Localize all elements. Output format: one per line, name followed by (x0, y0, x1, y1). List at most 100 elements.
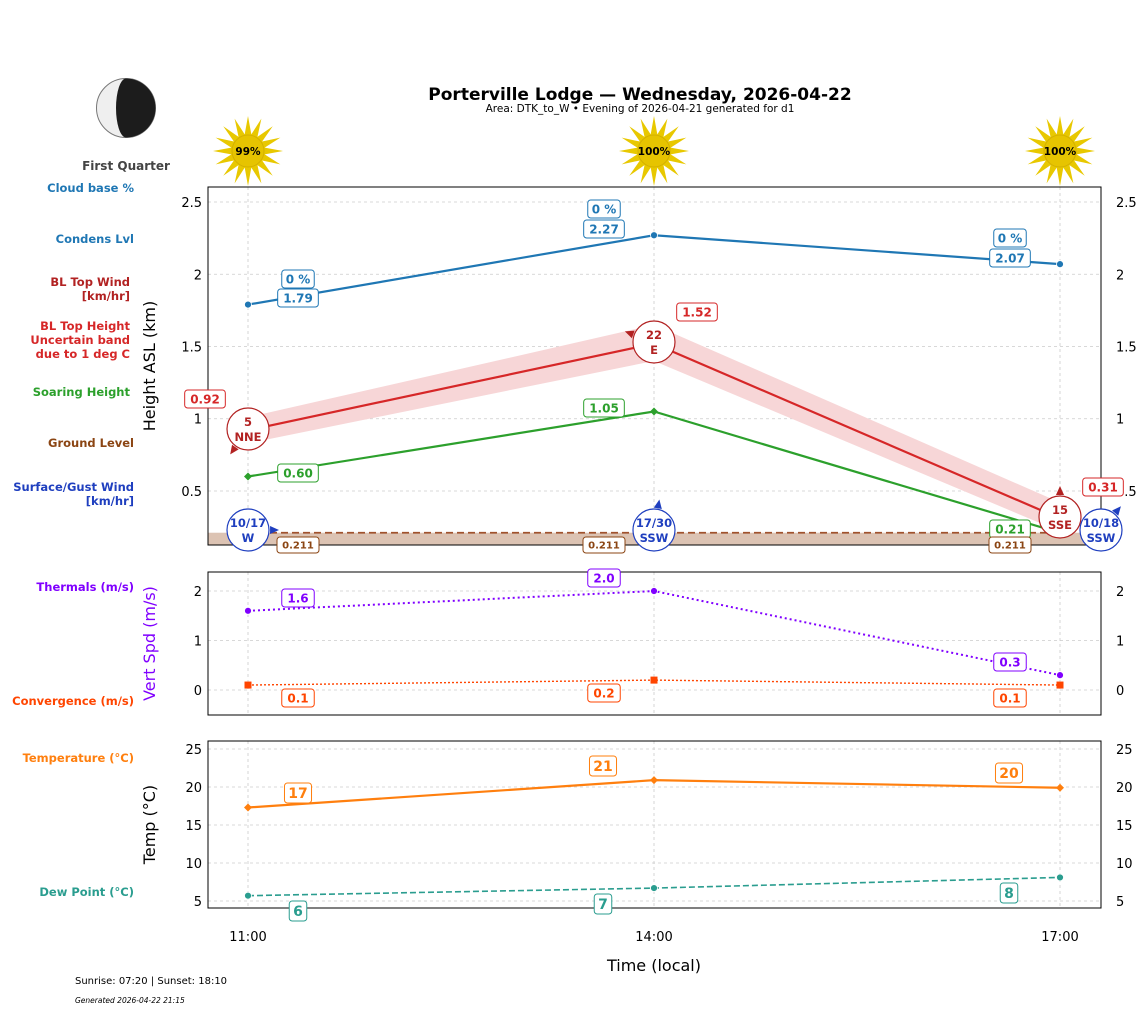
thermal-value-label-box (993, 652, 1027, 672)
condens-value-label-box (989, 248, 1031, 268)
legend-label-cloud-base: Cloud base % (47, 181, 134, 195)
sun-percent-label: 99% (235, 146, 261, 158)
dew-point-value-label-box (288, 900, 308, 922)
sun-percent-label: 100% (1044, 146, 1077, 158)
chart-subtitle: Area: DTK_to_W • Evening of 2026-04-21 g… (486, 103, 795, 115)
moon-icon (96, 78, 156, 138)
dew-point-value-label: 8 (1004, 886, 1014, 902)
convergence-point (650, 676, 658, 684)
bl-top-value-label: 0.92 (190, 392, 220, 406)
legend-label-convergence: Convergence (m/s) (12, 694, 134, 708)
y-tick-label-right: 1.5 (1116, 340, 1137, 355)
y-tick-label-right: 25 (1116, 743, 1133, 758)
temperature-value-label-box (283, 782, 313, 804)
y-axis-label: Height ASL (km) (140, 301, 159, 431)
footer-sun-times: Sunrise: 07:20 | Sunset: 18:10 (75, 976, 227, 987)
y-tick-label-right: 1 (1116, 413, 1124, 428)
convergence-value-label-box (281, 688, 315, 708)
soaring-value-label: 0.21 (995, 522, 1025, 536)
bl-top-wind-speed: 15 (1052, 503, 1068, 517)
temperature-value-label: 20 (999, 766, 1019, 782)
temperature-value-label: 21 (593, 759, 612, 775)
legend-label-thermals: Thermals (m/s) (36, 580, 134, 594)
surface-wind-direction: SSW (640, 531, 669, 545)
cloud-base-pct-label-box (993, 228, 1027, 248)
y-tick-label-left: 0 (194, 684, 202, 699)
temperature-value-label-box (588, 755, 618, 777)
temperature-point (1056, 783, 1064, 792)
ground-value-label: 0.211 (588, 541, 620, 552)
bl-top-value-label-box (1082, 477, 1124, 497)
soaring-value-label-box (277, 463, 319, 483)
convergence-point (1056, 681, 1064, 689)
temperature-value-label: 17 (288, 786, 307, 802)
y-tick-label-left: 2 (194, 585, 202, 600)
soaring-point (650, 407, 658, 416)
dew-point-value-label-box (593, 893, 613, 915)
bl-top-value-label-box (676, 302, 718, 322)
legend-label-bl-top-height: Uncertain band (30, 333, 130, 347)
convergence-value-label-box (587, 683, 621, 703)
wind-arrow-icon (653, 499, 662, 509)
bl-top-wind-circle (632, 320, 676, 364)
surface-wind-speed: 10/17 (230, 516, 266, 530)
temperature-point (650, 776, 658, 785)
thermal-point (244, 606, 252, 615)
y-tick-label-right: 2 (1116, 268, 1124, 283)
y-tick-label-left: 1.5 (181, 340, 202, 355)
legend-label-bl-top-height: BL Top Height (40, 319, 130, 333)
legend-label-ground: Ground Level (48, 436, 134, 450)
y-tick-label-left: 10 (185, 857, 202, 872)
legend-label-surface-wind: [km/hr] (86, 494, 134, 508)
dew-point-value-label-box (999, 882, 1019, 904)
y-tick-label-right: 15 (1116, 819, 1133, 834)
surface-wind-direction: W (242, 531, 255, 545)
bl-top-wind-direction: NNE (234, 430, 261, 444)
x-tick-label: 11:00 (229, 930, 266, 945)
convergence-value-label: 0.2 (593, 686, 614, 700)
bl-top-wind-speed: 22 (646, 328, 662, 342)
surface-wind-speed: 10/18 (1083, 516, 1119, 530)
y-tick-label-left: 1 (194, 413, 202, 428)
cloud-base-pct-label: 0 % (286, 272, 311, 286)
legend-label-soaring: Soaring Height (33, 385, 131, 399)
surface-wind-circle (226, 508, 270, 552)
y-tick-label-left: 20 (185, 781, 202, 796)
thermal-value-label: 2.0 (593, 571, 614, 585)
sun-percent-label: 100% (638, 146, 671, 158)
bl-uncertainty-band (248, 324, 1060, 532)
x-axis-label: Time (local) (606, 956, 701, 975)
sun-icon-disc (231, 134, 265, 168)
y-tick-label-right: 5 (1116, 895, 1124, 910)
y-tick-label-right: 10 (1116, 857, 1133, 872)
y-tick-label-right: 0 (1116, 684, 1124, 699)
condens-value-label-box (277, 288, 319, 308)
wind-arrow-icon (270, 525, 279, 535)
cloud-base-pct-label-box (587, 199, 621, 219)
convergence-value-label: 0.1 (999, 691, 1020, 705)
ground-value-label: 0.211 (994, 541, 1026, 552)
surface-wind-circle (1079, 508, 1123, 552)
condens-value-label: 1.79 (283, 291, 313, 305)
bl-top-wind-speed: 5 (244, 415, 252, 429)
y-tick-label-right: 1 (1116, 635, 1124, 650)
soaring-value-label: 1.05 (589, 401, 619, 415)
y-tick-label-left: 2 (194, 268, 202, 283)
wind-arrow-icon (624, 330, 635, 339)
y-tick-label-right: 2 (1116, 585, 1124, 600)
ground-value-label-box (582, 536, 626, 554)
surface-wind-direction: SSW (1087, 531, 1116, 545)
thermal-value-label: 0.3 (999, 655, 1020, 669)
dew-point-point (244, 891, 252, 900)
temperature-point (244, 803, 252, 812)
plot-frame-vert-speed (207, 571, 1102, 716)
legend-label-surface-wind: Surface/Gust Wind (13, 480, 134, 494)
legend-label-bl-top-wind: [km/hr] (82, 289, 130, 303)
wind-arrow-icon (230, 444, 239, 455)
convergence-value-label: 0.1 (287, 691, 308, 705)
condens-point (1056, 260, 1064, 269)
convergence-point (244, 681, 252, 689)
convergence-line (247, 679, 1061, 686)
condens-level-line (247, 234, 1061, 306)
